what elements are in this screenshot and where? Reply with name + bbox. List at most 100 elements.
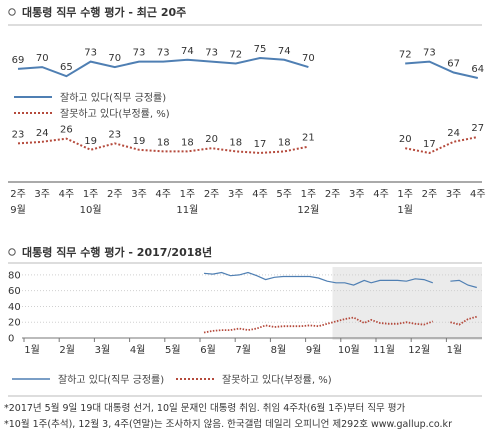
top-x-tick-7: 1주: [180, 189, 196, 200]
bottom-x-tick-12: 1월: [447, 344, 463, 356]
top-x-tick-11: 5주: [276, 189, 292, 200]
top-x-month-12: 12월: [297, 204, 319, 216]
top-chart: 대통령 직무 수행 평가 - 최근 20주 69 70 65 73 70 73 73 74 73…: [8, 5, 486, 216]
top-x-month-7: 11월: [176, 204, 198, 216]
bottom-gridlines: 0 20 40 60 80: [8, 270, 482, 345]
top-series-1-label-16: 20: [399, 134, 412, 145]
bottom-x-tick-4: 5월: [165, 344, 181, 356]
top-x-tick-3: 1주: [83, 189, 99, 200]
top-series-1-label-7: 18: [181, 137, 194, 148]
top-x-tick-14: 3주: [349, 189, 365, 200]
top-x-month-3: 10월: [80, 204, 102, 216]
legend2-positive-label: 잘하고 있다(직무 긍정률): [58, 373, 164, 386]
top-series-1-segment-1: [405, 136, 478, 155]
legend-negative-label: 잘못하고 있다(부정률, %): [60, 107, 170, 120]
bottom-x-tick-10: 11월: [373, 344, 395, 356]
top-series-1-label-19: 27: [471, 123, 484, 134]
top-series-0-segment-0: [17, 56, 309, 78]
top-x-tick-16: 1주: [397, 189, 413, 200]
top-series-1-label-0: 23: [12, 129, 25, 140]
top-x-tick-18: 3주: [446, 189, 462, 200]
top-series-0-label-4: 70: [108, 53, 121, 64]
top-series-0-label-8: 73: [205, 48, 218, 59]
bottom-x-tick-2: 3월: [95, 344, 111, 356]
top-series-0-label-10: 75: [254, 44, 267, 55]
bottom-series-lines: [203, 271, 478, 334]
bottom-y-tick-3: 60: [8, 286, 21, 297]
bullet-icon: [8, 8, 16, 16]
top-series-1-segment-0: [17, 137, 309, 155]
top-x-tick-5: 3주: [131, 189, 147, 200]
top-x-tick-17: 2주: [422, 189, 438, 200]
top-series-1-label-4: 23: [108, 129, 121, 140]
top-series-0-label-16: 72: [399, 49, 412, 60]
top-series-1-label-2: 26: [60, 125, 73, 136]
top-series-0-label-17: 73: [423, 48, 436, 59]
top-series-0-label-18: 67: [447, 59, 460, 70]
top-series-1-label-9: 18: [229, 137, 242, 148]
top-series-0-label-5: 73: [133, 48, 146, 59]
top-x-tick-8: 2주: [204, 189, 220, 200]
bottom-series-0-segment-0: [203, 271, 434, 286]
top-legend: 잘하고 있다(직무 긍정률) 잘못하고 있다(부정률, %): [14, 91, 170, 120]
top-x-tick-12: 1주: [301, 189, 317, 200]
bottom-x-tick-11: 12월: [408, 344, 430, 356]
top-x-ticks: 2주 9월 3주 4주 1주 10월 2주 3주 4주 1주 11월 2주 3주 4주 5주 1주 12월 2주 3…: [10, 189, 485, 216]
top-series-1-label-6: 18: [157, 137, 170, 148]
top-series-1-label-5: 19: [133, 136, 146, 147]
top-series-0-label-0: 69: [12, 55, 25, 66]
top-x-tick-19: 4주: [470, 189, 486, 200]
top-series-0-label-9: 72: [229, 49, 242, 60]
zoom-highlight-region: [318, 267, 482, 340]
top-x-month-16: 1월: [397, 204, 413, 216]
top-x-tick-10: 4주: [252, 189, 268, 200]
top-series-1-label-17: 17: [423, 139, 436, 150]
top-series-0-label-3: 73: [84, 48, 97, 59]
bottom-x-tick-3: 4월: [130, 344, 146, 356]
top-series-0-label-7: 74: [181, 46, 194, 57]
top-x-tick-4: 2주: [107, 189, 123, 200]
top-series-1-label-1: 24: [36, 128, 49, 139]
top-series-0-label-11: 74: [278, 46, 291, 57]
top-chart-title: 대통령 직무 수행 평가 - 최근 20주: [22, 5, 186, 19]
bottom-y-tick-1: 20: [8, 318, 21, 329]
bottom-y-tick-4: 80: [8, 270, 21, 281]
bottom-legend: 잘하고 있다(직무 긍정률) 잘못하고 있다(부정률, %): [12, 373, 332, 386]
top-x-tick-2: 4주: [59, 189, 75, 200]
bottom-x-tick-6: 7월: [235, 344, 251, 356]
bottom-series-1-segment-0: [203, 316, 434, 334]
top-x-month-0: 9월: [10, 204, 26, 216]
note-2: *10월 1주(추석), 12월 3, 4주(연말)는 조사하지 않음. 한국갤…: [4, 418, 452, 430]
top-series-0-label-1: 70: [36, 53, 49, 64]
bottom-y-tick-0: 0: [8, 334, 14, 345]
bottom-series-1-segment-1: [450, 315, 478, 326]
top-series-0-label-12: 70: [302, 53, 315, 64]
top-series-lines: [17, 56, 479, 155]
top-series-0-segment-1: [405, 60, 479, 79]
top-x-tick-15: 4주: [373, 189, 389, 200]
bottom-x-ticks: 1월 2월 3월 4월 5월 6월 7월 8월 9월 10월 11월 12월 1월: [23, 338, 463, 356]
top-x-tick-9: 3주: [228, 189, 244, 200]
bottom-x-tick-5: 6월: [200, 344, 216, 356]
legend-positive-label: 잘하고 있다(직무 긍정률): [60, 91, 166, 104]
bottom-chart-title: 대통령 직무 수행 평가 - 2017/2018년: [22, 245, 212, 259]
legend2-negative-label: 잘못하고 있다(부정률, %): [222, 373, 332, 386]
bottom-x-tick-8: 9월: [306, 344, 322, 356]
bottom-chart: 대통령 직무 수행 평가 - 2017/2018년 0 20 40 60 80 1월 2월…: [4, 245, 482, 430]
top-series-1-label-12: 21: [302, 133, 315, 144]
top-series-0-label-6: 73: [157, 48, 170, 59]
bottom-x-tick-7: 8월: [271, 344, 287, 356]
bottom-y-tick-2: 40: [8, 302, 21, 313]
bullet-icon: [8, 248, 16, 256]
top-x-tick-0: 2주: [10, 189, 26, 200]
top-x-tick-1: 3주: [34, 189, 50, 200]
top-value-labels: 69 70 65 73 70 73 73 74 73 72 75 74 70 72 73 67 64 23 24 26…: [12, 44, 485, 150]
bottom-x-tick-9: 10월: [338, 344, 360, 356]
top-series-1-label-11: 18: [278, 137, 291, 148]
top-series-1-label-18: 24: [447, 128, 460, 139]
top-x-tick-13: 2주: [325, 189, 341, 200]
top-series-1-label-3: 19: [84, 136, 97, 147]
bottom-series-0-segment-1: [450, 279, 477, 289]
